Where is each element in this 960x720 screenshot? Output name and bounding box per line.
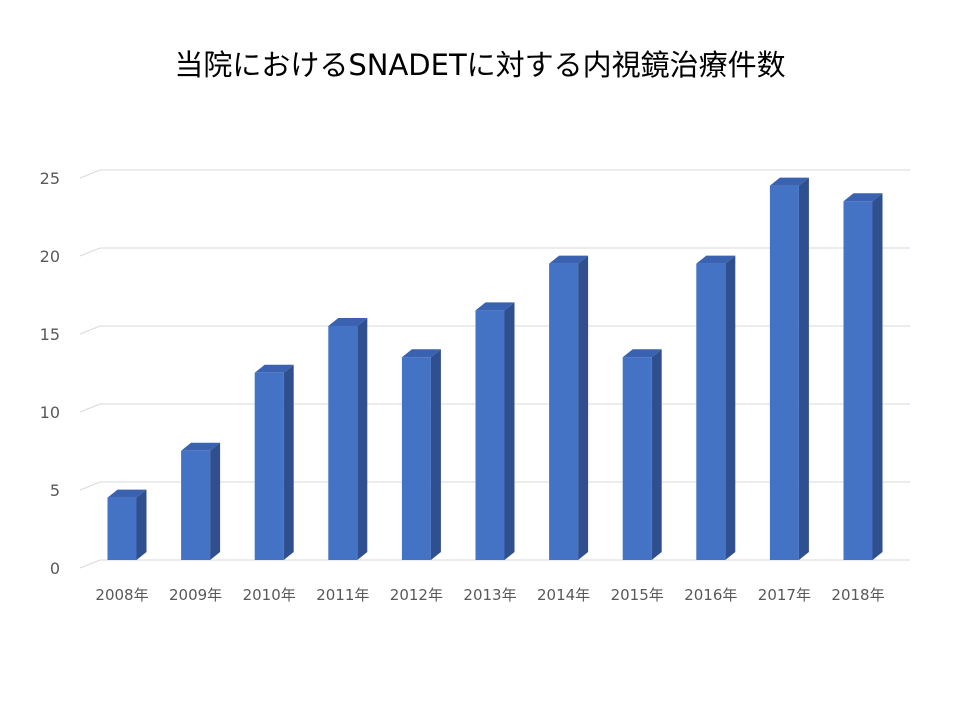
gridline <box>79 247 910 257</box>
x-tick-label: 2011年 <box>316 586 369 604</box>
y-tick-label: 20 <box>40 247 60 266</box>
gridline <box>79 325 910 335</box>
bar <box>549 255 589 560</box>
bar-front <box>475 310 505 560</box>
bar-top <box>328 318 368 326</box>
y-tick-label: 15 <box>40 325 60 344</box>
x-tick-label: 2016年 <box>684 586 737 604</box>
bar-front <box>401 357 431 560</box>
bar-side <box>430 349 441 560</box>
x-tick-label: 2014年 <box>537 586 590 604</box>
bar-side <box>357 318 368 560</box>
y-tick-label: 0 <box>50 559 60 578</box>
x-tick-label: 2017年 <box>758 586 811 604</box>
x-axis: 2008年 2009年 2010年 2011年 2012年 2013年 2014年 2015年… <box>95 586 884 604</box>
x-tick-label: 2018年 <box>831 586 884 604</box>
gridline <box>79 169 910 179</box>
bar-front <box>696 263 726 560</box>
y-axis: 0 5 10 15 20 25 <box>40 169 60 578</box>
bar <box>475 302 515 560</box>
bar <box>107 489 147 560</box>
bar <box>328 318 368 560</box>
bar-front <box>181 450 211 560</box>
y-tick-label: 25 <box>40 169 60 188</box>
bar-top <box>843 193 883 202</box>
bar-front <box>549 263 579 560</box>
chart-title: 当院におけるSNADETに対する内視鏡治療件数 <box>174 48 786 82</box>
bar-top <box>769 177 809 186</box>
bar-front <box>107 497 137 560</box>
x-tick-label: 2008年 <box>95 586 148 604</box>
y-tick-label: 10 <box>40 403 60 422</box>
bar <box>181 442 221 560</box>
bar-front <box>843 201 873 560</box>
bar-side <box>872 193 883 560</box>
bar-side <box>578 255 589 560</box>
gridline <box>79 559 910 569</box>
bar-side <box>283 364 294 560</box>
bar <box>254 364 294 560</box>
bar-top <box>696 255 736 264</box>
bar-front <box>622 357 652 560</box>
bar-side <box>210 442 221 560</box>
x-tick-label: 2015年 <box>611 586 664 604</box>
bar-top <box>401 349 441 358</box>
bar <box>401 349 441 560</box>
x-tick-label: 2009年 <box>169 586 222 604</box>
bars <box>107 177 883 560</box>
x-tick-label: 2010年 <box>243 586 296 604</box>
bar-side <box>136 489 147 560</box>
x-tick-label: 2013年 <box>463 586 516 604</box>
bar-side <box>798 177 809 560</box>
bar <box>622 349 662 560</box>
bar-side <box>504 302 515 560</box>
bar-top <box>181 442 221 451</box>
bar-side <box>725 255 736 560</box>
y-tick-label: 5 <box>50 481 60 500</box>
bar <box>843 193 883 560</box>
grid-lines <box>79 169 910 569</box>
bar-front <box>769 185 799 560</box>
bar <box>696 255 736 560</box>
bar-side <box>651 349 662 560</box>
bar-top <box>475 302 515 311</box>
bar-top <box>107 489 147 498</box>
bar-top <box>622 349 662 358</box>
bar-top <box>549 255 589 264</box>
bar-top <box>254 364 294 373</box>
bar-front <box>328 326 358 560</box>
bar <box>769 177 809 560</box>
x-tick-label: 2012年 <box>390 586 443 604</box>
bar-front <box>254 372 284 560</box>
